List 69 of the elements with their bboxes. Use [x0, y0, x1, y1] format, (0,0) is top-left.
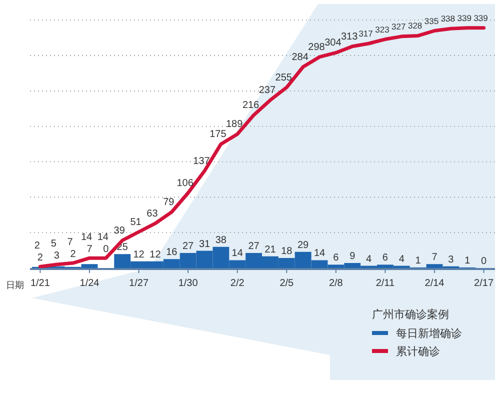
data-label: 313: [341, 31, 358, 42]
data-label: 51: [130, 216, 142, 228]
data-label: 1: [464, 255, 471, 266]
data-label: 7: [67, 237, 74, 248]
data-label: 12: [150, 249, 162, 260]
data-label: 2: [70, 249, 76, 260]
data-label: 14: [314, 248, 326, 260]
data-label: 14: [232, 248, 244, 260]
data-label: 63: [146, 208, 158, 220]
data-label: 317: [358, 28, 374, 39]
data-label: 9: [350, 250, 356, 262]
data-label: 7: [86, 244, 93, 256]
data-label: 4: [398, 254, 405, 265]
data-label: 18: [281, 246, 293, 257]
data-label: 338: [440, 14, 456, 24]
data-label: 14: [80, 232, 92, 244]
x-tick-label: 1/21: [30, 278, 50, 289]
data-label: 137: [193, 156, 210, 167]
data-label: 175: [210, 129, 227, 140]
data-label: 1: [415, 255, 422, 266]
x-tick-label: 1/24: [80, 278, 100, 289]
data-label: 189: [226, 119, 244, 130]
data-label: 21: [264, 244, 276, 256]
data-label: 4: [366, 254, 372, 265]
x-tick-label: 2/11: [376, 278, 396, 289]
data-label: 27: [182, 240, 194, 252]
x-tick-label: 2/17: [474, 278, 494, 289]
data-label: 29: [298, 240, 310, 251]
data-label: 2: [34, 240, 40, 252]
data-label: 106: [176, 178, 194, 189]
legend-title: 广州市确诊案例: [372, 308, 449, 321]
data-label: 14: [97, 232, 109, 244]
data-label: 255: [275, 72, 292, 84]
data-label: 5: [50, 238, 57, 250]
data-label: 3: [448, 254, 454, 266]
data-label: 0: [481, 256, 488, 267]
data-label: 339: [474, 12, 488, 23]
x-tick-label: 2/2: [230, 278, 245, 289]
data-label: 237: [258, 85, 276, 96]
data-label: 7: [432, 252, 438, 264]
data-label: 12: [133, 249, 145, 260]
data-label: 339: [457, 12, 472, 23]
data-label: 16: [166, 247, 178, 258]
x-tick-label: 1/30: [178, 278, 198, 289]
data-label: 284: [292, 52, 309, 63]
data-label: 3: [54, 250, 60, 262]
x-tick-label: 2/14: [424, 278, 445, 289]
data-label: 327: [392, 21, 406, 32]
x-axis-title: 日期: [6, 280, 24, 290]
data-label: 304: [324, 38, 342, 49]
x-tick-label: 2/8: [328, 278, 344, 289]
data-label: 39: [114, 225, 126, 236]
data-label: 27: [248, 240, 260, 252]
data-label: 216: [242, 100, 260, 112]
data-label: 328: [408, 20, 422, 31]
data-label: 335: [424, 16, 439, 26]
legend-label: 累计确诊: [396, 345, 440, 358]
data-label: 6: [333, 252, 340, 264]
data-label: 6: [382, 252, 388, 264]
x-tick-label: 2/5: [280, 278, 294, 289]
data-label: 0: [103, 244, 110, 256]
x-tick-label: 1/27: [129, 278, 149, 289]
data-label: 298: [308, 42, 326, 53]
data-label: 79: [163, 197, 175, 208]
data-label: 323: [375, 24, 390, 34]
legend-label: 每日新增确诊: [396, 327, 462, 340]
data-label: 38: [215, 234, 227, 246]
data-label: 2: [37, 252, 44, 264]
data-label: 31: [198, 238, 210, 250]
